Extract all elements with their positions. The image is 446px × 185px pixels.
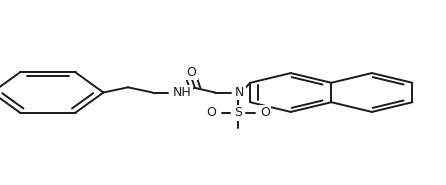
Text: O: O [260,106,270,119]
Text: NH: NH [173,86,191,99]
Text: N: N [235,86,244,99]
Text: S: S [234,106,242,119]
Text: O: O [206,106,216,119]
Text: O: O [186,66,196,79]
